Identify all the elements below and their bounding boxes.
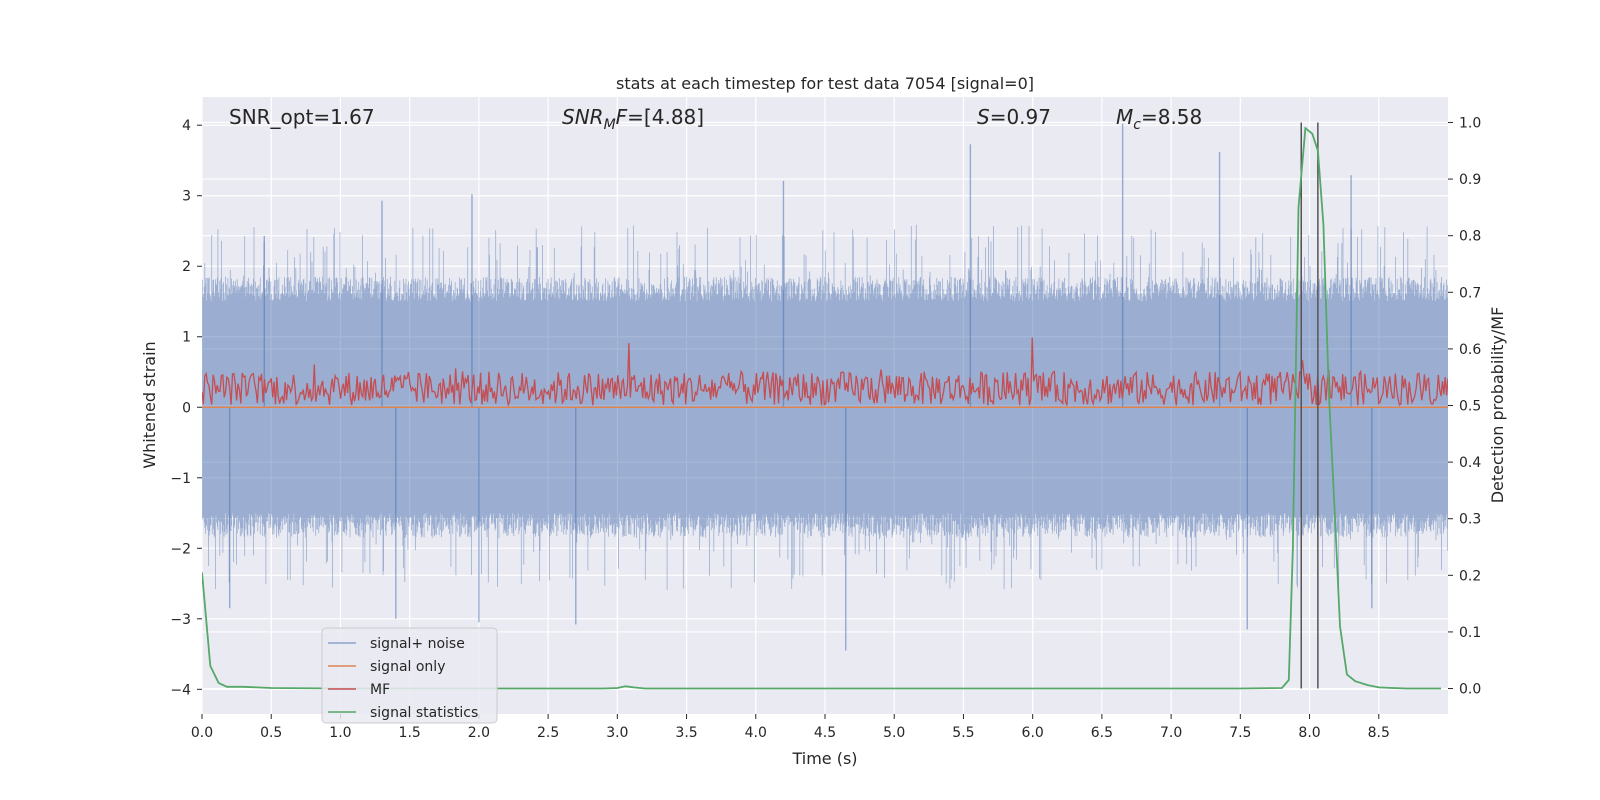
y-right-tick-label: 0.0 (1459, 682, 1481, 698)
y-right-tick-label: 0.4 (1459, 455, 1481, 471)
legend-label: signal only (370, 659, 445, 675)
y-tick-label: −4 (170, 682, 191, 698)
y-right-tick-label: 1.0 (1459, 115, 1481, 131)
x-tick-label: 3.5 (675, 725, 697, 741)
legend-label: MF (370, 682, 390, 698)
y-tick-label: 1 (182, 330, 191, 346)
y-tick-label: 0 (182, 400, 191, 416)
annotation-part: =8.58 (1141, 105, 1202, 129)
annotation: S=0.97 (977, 105, 1051, 129)
y-tick-label: −2 (170, 541, 191, 557)
annotation-part: =0.97 (990, 105, 1051, 129)
annotation-part: SNR_opt=1.67 (229, 105, 375, 129)
legend (321, 627, 498, 724)
y-axis-right-label: Detection probability/MF (1488, 307, 1507, 504)
y-right-tick-label: 0.2 (1459, 568, 1481, 584)
x-tick-label: 6.0 (1022, 725, 1044, 741)
y-tick-label: 4 (182, 118, 191, 134)
x-tick-label: 0.0 (191, 725, 213, 741)
y-tick-label: 3 (182, 189, 191, 205)
x-tick-label: 7.0 (1160, 725, 1182, 741)
x-axis-label: Time (s) (791, 749, 857, 768)
legend-label: signal+ noise (370, 636, 465, 652)
x-tick-label: 4.0 (745, 725, 767, 741)
annotation-part: S (977, 105, 990, 129)
x-tick-label: 8.5 (1368, 725, 1390, 741)
y-tick-label: −1 (170, 471, 191, 487)
annotation: SNRMF=[4.88] (562, 105, 704, 133)
y-right-tick-label: 0.9 (1459, 172, 1481, 188)
annotation-part: SNR (562, 105, 604, 129)
chart-title: stats at each timestep for test data 705… (616, 74, 1034, 93)
x-tick-label: 1.5 (399, 725, 421, 741)
y-right-tick-label: 0.5 (1459, 399, 1481, 415)
legend-label: signal statistics (370, 705, 478, 721)
x-tick-label: 2.0 (468, 725, 490, 741)
x-tick-label: 3.0 (606, 725, 628, 741)
annotation: SNR_opt=1.67 (229, 105, 375, 129)
y-right-tick-label: 0.8 (1459, 229, 1481, 245)
mf-line (202, 337, 1448, 407)
annotation: Mc=8.58 (1116, 105, 1202, 133)
x-tick-label: 1.0 (329, 725, 351, 741)
x-tick-label: 5.0 (883, 725, 905, 741)
annotation-part: F (616, 105, 628, 129)
x-tick-label: 6.5 (1091, 725, 1113, 741)
y-right-tick-label: 0.6 (1459, 342, 1481, 358)
annotation-part: M (604, 117, 616, 133)
y-right-tick-label: 0.1 (1459, 625, 1481, 641)
y-right-tick-label: 0.7 (1459, 285, 1481, 301)
x-tick-label: 5.5 (952, 725, 974, 741)
annotation-part: c (1133, 117, 1141, 133)
y-axis-label: Whitened strain (140, 341, 159, 468)
y-tick-label: −3 (170, 612, 191, 628)
annotation-part: =[4.88] (627, 105, 704, 129)
x-tick-label: 4.5 (814, 725, 836, 741)
annotation-part: M (1116, 105, 1133, 129)
y-right-tick-label: 0.3 (1459, 512, 1481, 528)
x-tick-label: 0.5 (260, 725, 282, 741)
y-tick-label: 2 (182, 259, 191, 275)
x-tick-label: 8.0 (1298, 725, 1320, 741)
x-tick-label: 7.5 (1229, 725, 1251, 741)
x-tick-label: 2.5 (537, 725, 559, 741)
